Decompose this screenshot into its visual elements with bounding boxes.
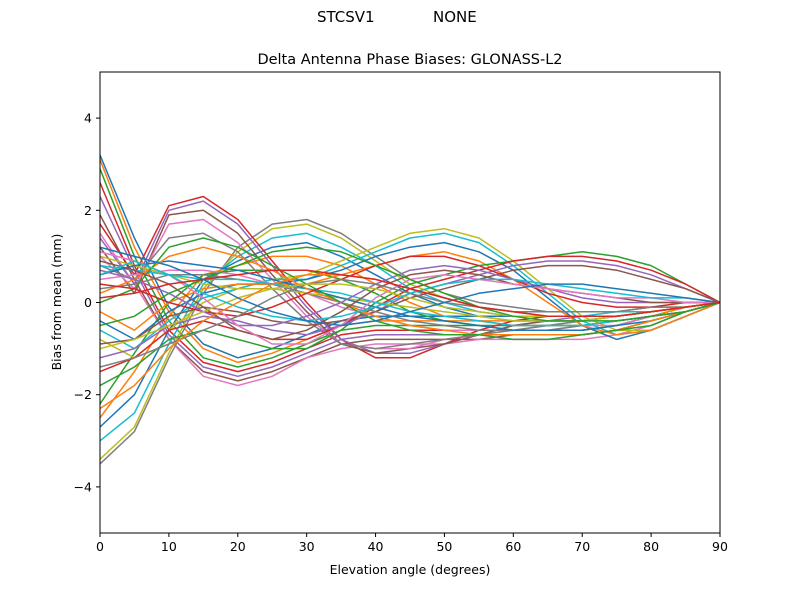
suptitle-station: STCSV1	[317, 8, 375, 26]
ticks-group: 0 10 20 30 40 50 60 70 80 90 −4 −2 0 2 4	[74, 111, 728, 554]
suptitle-radome: NONE	[433, 8, 477, 26]
x-tick-label: 0	[96, 539, 104, 554]
x-axis-label: Elevation angle (degrees)	[330, 562, 491, 577]
x-tick-label: 30	[299, 539, 315, 554]
series-line-33	[100, 237, 720, 341]
series-line-40	[100, 260, 720, 322]
x-tick-label: 10	[161, 539, 177, 554]
x-tick-label: 90	[712, 539, 728, 554]
y-tick-label: −2	[74, 387, 92, 402]
y-tick-label: −4	[74, 479, 92, 494]
x-tick-label: 20	[230, 539, 246, 554]
x-tick-label: 40	[368, 539, 384, 554]
x-tick-label: 60	[505, 539, 521, 554]
figure-suptitle: STCSV1 NONE	[0, 8, 800, 30]
x-tick-label: 70	[574, 539, 590, 554]
y-tick-label: 4	[84, 111, 92, 126]
x-tick-label: 50	[436, 539, 452, 554]
y-tick-label: 0	[84, 295, 92, 310]
x-tick-label: 80	[643, 539, 659, 554]
series-group	[100, 154, 720, 465]
plot-frame	[99, 71, 721, 534]
y-axis-label: Bias from mean (mm)	[49, 234, 64, 371]
series-line-44	[100, 269, 720, 318]
y-tick-label: 2	[84, 203, 92, 218]
chart-title: Delta Antenna Phase Biases: GLONASS-L2	[257, 52, 562, 68]
series-line-31	[100, 260, 720, 331]
